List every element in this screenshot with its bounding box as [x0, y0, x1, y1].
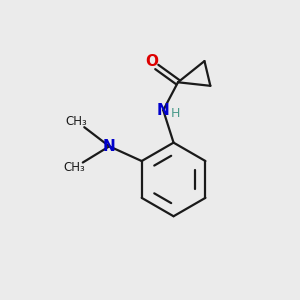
- Text: CH₃: CH₃: [65, 115, 87, 128]
- Text: N: N: [103, 139, 116, 154]
- Text: CH₃: CH₃: [64, 161, 86, 174]
- Text: H: H: [171, 107, 180, 120]
- Text: O: O: [145, 54, 158, 69]
- Text: N: N: [157, 103, 169, 118]
